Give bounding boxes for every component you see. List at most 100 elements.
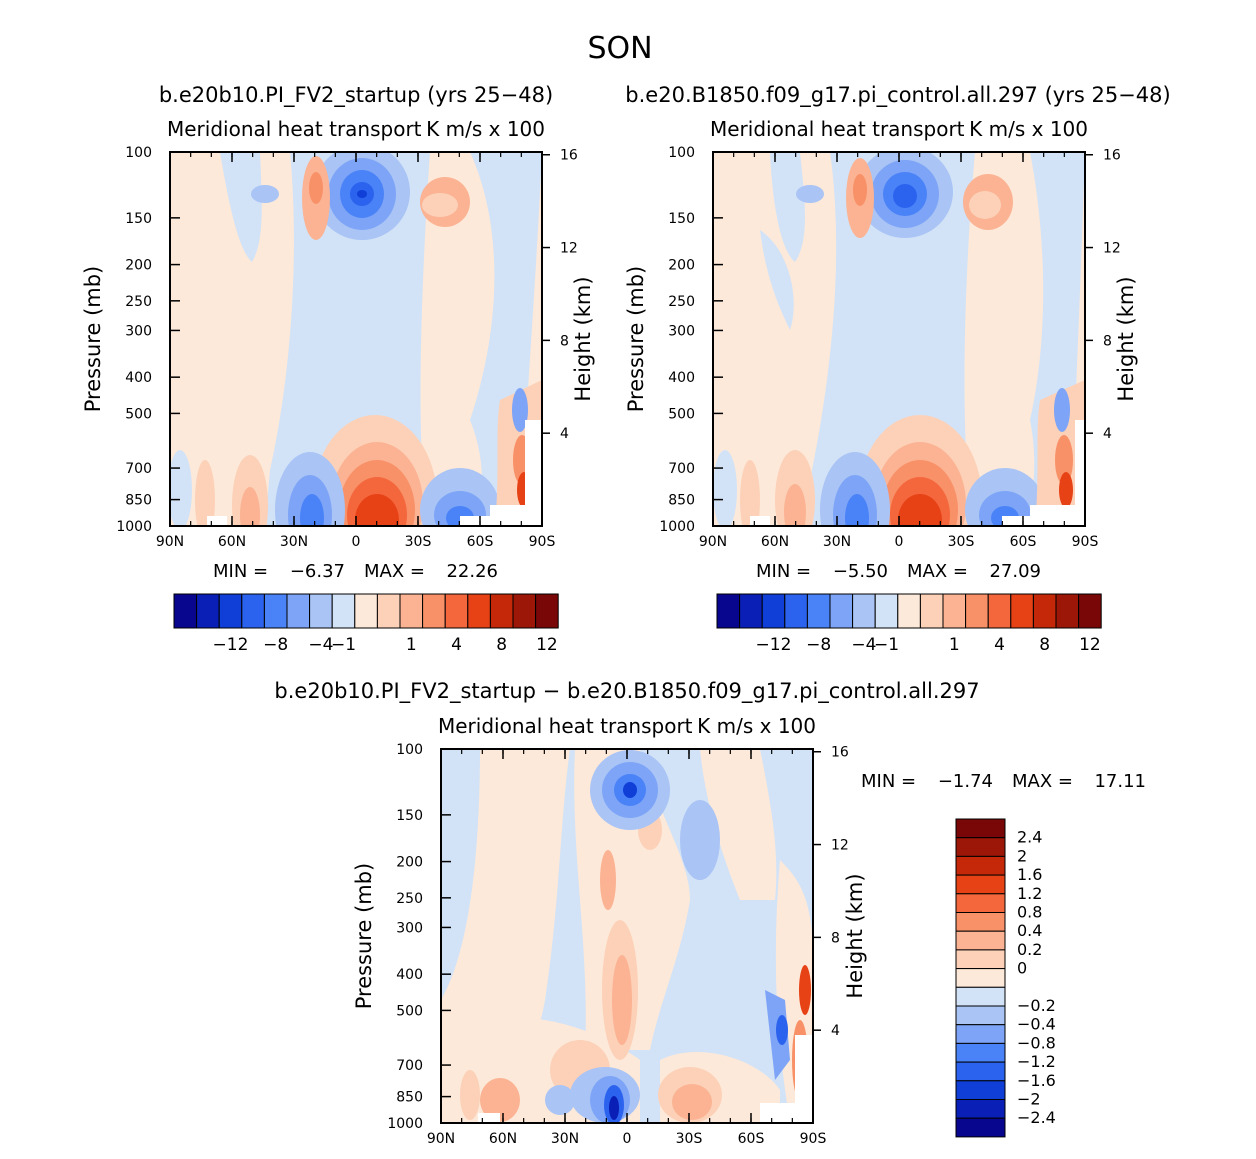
colorbar-label: 0.4 (1017, 921, 1042, 940)
stats-top-right: MIN = −5.50 MAX = 27.09 (756, 561, 1041, 582)
height-tick-label: 4 (1103, 426, 1112, 442)
panel-bottom-units: K m/s x 100 (697, 714, 816, 738)
colorbar-swatch (739, 593, 763, 629)
height-axis-label: Height (km) (843, 873, 867, 998)
colorbar-swatch (263, 593, 288, 629)
panel-top-left-title: Meridional heat transport (167, 117, 422, 141)
colorbar-swatch (919, 593, 944, 629)
height-tick-label: 12 (1103, 241, 1121, 257)
colorbar-swatch (955, 855, 1006, 876)
colorbar-label: 1.2 (1017, 884, 1042, 903)
x-tick-label: 90S (1072, 534, 1099, 550)
height-tick-label: 12 (560, 241, 578, 257)
panel-top-right-case-title: b.e20.B1850.f09_g17.pi_control.all.297 (… (625, 83, 1170, 108)
colorbar-swatch (942, 593, 967, 629)
colorbar-swatch (535, 593, 559, 629)
colorbar-swatch (852, 593, 876, 629)
y-tick-label: 500 (668, 406, 695, 422)
y-tick-label: 200 (668, 258, 695, 274)
panel-top-left: b.e20b10.PI_FV2_startup (yrs 25−48) Meri… (81, 83, 595, 550)
colorbar-swatch (955, 818, 1006, 839)
colorbar-label: −0.2 (1017, 996, 1056, 1015)
max-value: 22.26 (446, 561, 498, 582)
colorbar-swatch (829, 593, 854, 629)
x-tick-label: 90S (800, 1131, 827, 1147)
colorbar-swatch (309, 593, 333, 629)
height-tick-label: 16 (1103, 148, 1121, 164)
colorbar-bottom: 2.421.61.20.80.40.20 −0.2−0.4−0.8−1.2−1.6… (955, 818, 1056, 1138)
colorbar-label: −1 (331, 635, 356, 655)
colorbar-label: −0.4 (1017, 1015, 1056, 1034)
panel-top-left-axes: 90N 60N 30N 0 30S 60S 90S 100 150 200 250 300 400 500… (81, 145, 595, 550)
max-value: 17.11 (1094, 771, 1146, 792)
colorbar-swatch (955, 968, 1006, 988)
panel-top-right: b.e20.B1850.f09_g17.pi_control.all.297 (… (624, 83, 1171, 550)
y-tick-label: 850 (668, 493, 695, 509)
panel-bottom-axes: 90N 60N 30N 0 30S 60S 90S 100 150 200 250 300 400 500… (352, 742, 867, 1147)
colorbar-swatch (1055, 593, 1080, 629)
y-tick-label: 700 (125, 461, 152, 477)
y-tick-label: 1000 (659, 519, 695, 535)
y-tick-label: 250 (668, 294, 695, 310)
colorbar-swatch (218, 593, 243, 629)
colorbar-label: −12 (213, 635, 249, 655)
colorbar-label: −2 (1017, 1090, 1041, 1109)
colorbar-label: 4 (451, 635, 462, 655)
colorbar-swatch (761, 593, 786, 629)
colorbar-swatch (399, 593, 424, 629)
x-tick-label: 90N (156, 534, 184, 550)
y-tick-label: 500 (125, 406, 152, 422)
colorbar-swatch (987, 593, 1012, 629)
colorbar-swatch (173, 593, 198, 629)
x-tick-label: 90N (427, 1131, 455, 1147)
x-tick-label: 30N (823, 534, 851, 550)
x-tick-label: 60S (738, 1131, 765, 1147)
y-tick-label: 1000 (387, 1116, 423, 1132)
colorbar-label: 12 (1079, 635, 1101, 655)
colorbar-swatch (444, 593, 469, 629)
colorbar-label: −1 (874, 635, 899, 655)
x-tick-label: 60N (489, 1131, 517, 1147)
height-tick-label: 4 (831, 1023, 840, 1039)
colorbar-label: 4 (994, 635, 1005, 655)
figure-title: SON (587, 31, 652, 66)
x-tick-label: 90N (699, 534, 727, 550)
y-tick-label: 200 (396, 855, 423, 871)
x-tick-label: 60S (467, 534, 494, 550)
colorbar-label: −8 (263, 635, 288, 655)
x-tick-label: 90S (529, 534, 556, 550)
panel-bottom-title: Meridional heat transport (438, 714, 693, 738)
colorbar-label: 0 (1017, 959, 1027, 978)
colorbar-swatch (955, 1061, 1006, 1082)
colorbar-swatch (955, 1042, 1006, 1063)
min-value: −6.37 (290, 561, 345, 582)
y-tick-label: 200 (125, 258, 152, 274)
panel-top-right-axes: 90N 60N 30N 0 30S 60S 90S 100 150 200 250 300 400 500… (624, 145, 1138, 550)
colorbar-swatch (1032, 593, 1057, 629)
y-tick-label: 700 (396, 1058, 423, 1074)
height-tick-label: 12 (831, 838, 849, 854)
colorbar-swatch (467, 593, 491, 629)
colorbar-label: −0.8 (1017, 1033, 1056, 1052)
x-tick-label: 30N (551, 1131, 579, 1147)
colorbar-swatch (1078, 593, 1102, 629)
panel-bottom-field (441, 749, 813, 1123)
panel-bottom: b.e20b10.PI_FV2_startup − b.e20.B1850.f0… (274, 679, 979, 1147)
height-axis-label: Height (km) (571, 276, 595, 401)
colorbar-swatch (489, 593, 514, 629)
y-tick-label: 850 (125, 493, 152, 509)
colorbar-label: 8 (496, 635, 507, 655)
y-tick-label: 250 (125, 294, 152, 310)
colorbar-swatch (955, 893, 1006, 913)
x-tick-label: 30S (676, 1131, 703, 1147)
y-tick-label: 400 (125, 370, 152, 386)
colorbar-swatch (376, 593, 401, 629)
min-label: MIN = (756, 561, 811, 582)
min-value: −1.74 (938, 771, 993, 792)
x-tick-label: 60N (218, 534, 246, 550)
colorbar-swatch (955, 1080, 1006, 1101)
height-tick-label: 8 (831, 930, 840, 946)
colorbar-swatch (955, 1099, 1006, 1119)
colorbar-label: 0.2 (1017, 940, 1042, 959)
colorbar-swatch (955, 986, 1006, 1007)
